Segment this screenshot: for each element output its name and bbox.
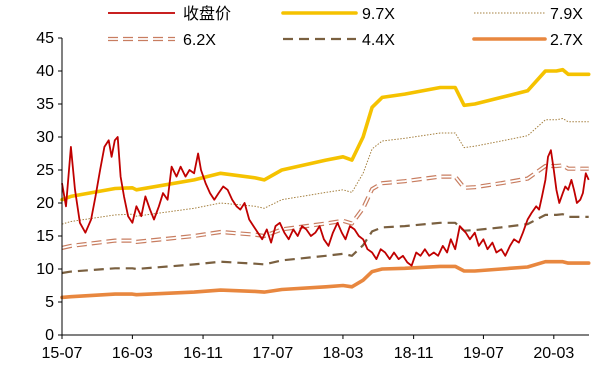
x-tick-label: 20-03 (533, 345, 574, 362)
legend-label: 9.7X (362, 6, 395, 23)
series-7.9X (61, 118, 589, 225)
x-axis-ticks: 15-07 16-03 16-11 17-07 18-03 18-11 19-07 20-03 (42, 335, 574, 362)
y-axis-ticks: 0 5 10 15 20 25 30 35 40 45 (36, 30, 62, 344)
x-tick-label: 18-11 (394, 345, 434, 362)
y-tick-label: 25 (36, 162, 54, 179)
series-layer (60, 67, 591, 300)
series-9.7X (60, 67, 591, 202)
series-line (61, 163, 589, 250)
y-tick-label: 15 (36, 228, 54, 245)
legend-entry: 2.7X (472, 32, 583, 49)
x-tick-label: 18-03 (322, 345, 363, 362)
legend-label: 2.7X (550, 32, 583, 49)
legend: 收盘价 9.7X 7.9X 6.2X 4.4X 2.7X (108, 4, 583, 49)
series-line (60, 67, 591, 202)
y-tick-label: 10 (36, 261, 54, 278)
series-2.7X (60, 259, 591, 300)
legend-label: 6.2X (183, 32, 216, 49)
y-tick-label: 20 (36, 195, 54, 212)
y-tick-label: 30 (36, 129, 54, 146)
x-tick-label: 16-03 (112, 345, 153, 362)
series-line (61, 136, 590, 267)
x-tick-label: 16-11 (183, 345, 223, 362)
series-line (61, 213, 589, 275)
series-line-inner (61, 164, 589, 249)
y-tick-label: 45 (36, 30, 54, 47)
y-tick-label: 35 (36, 96, 54, 113)
legend-entry: 9.7X (281, 6, 395, 23)
legend-label: 7.9X (550, 6, 583, 23)
x-tick-label: 19-07 (463, 345, 504, 362)
x-tick-label: 15-07 (42, 345, 83, 362)
legend-label: 收盘价 (183, 4, 231, 23)
legend-entry: 收盘价 (108, 4, 231, 23)
legend-label: 4.4X (362, 32, 395, 49)
series-6.2X (61, 163, 589, 250)
y-tick-label: 0 (45, 327, 54, 344)
legend-entry: 6.2X (108, 32, 216, 49)
y-tick-label: 5 (45, 294, 54, 311)
legend-entry: 7.9X (474, 6, 583, 23)
series-line (60, 259, 591, 300)
series-4.4X (61, 213, 589, 275)
series-line (61, 118, 589, 225)
series-收盘价 (61, 136, 590, 267)
legend-entry: 4.4X (283, 32, 395, 49)
x-tick-label: 17-07 (252, 345, 293, 362)
y-tick-label: 40 (36, 63, 54, 80)
